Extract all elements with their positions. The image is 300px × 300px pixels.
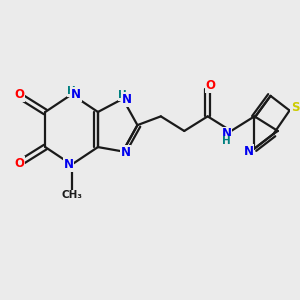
- Text: N: N: [222, 128, 232, 140]
- Text: S: S: [291, 101, 300, 114]
- Text: H: H: [222, 136, 231, 146]
- Text: H: H: [118, 90, 127, 100]
- Text: O: O: [14, 157, 24, 170]
- Text: H: H: [67, 86, 76, 96]
- Text: CH₃: CH₃: [61, 190, 82, 200]
- Text: N: N: [244, 145, 254, 158]
- Text: O: O: [14, 88, 24, 101]
- Text: N: N: [122, 93, 132, 106]
- Text: N: N: [121, 146, 131, 159]
- Text: N: N: [64, 158, 74, 171]
- Text: O: O: [206, 79, 216, 92]
- Text: N: N: [71, 88, 81, 101]
